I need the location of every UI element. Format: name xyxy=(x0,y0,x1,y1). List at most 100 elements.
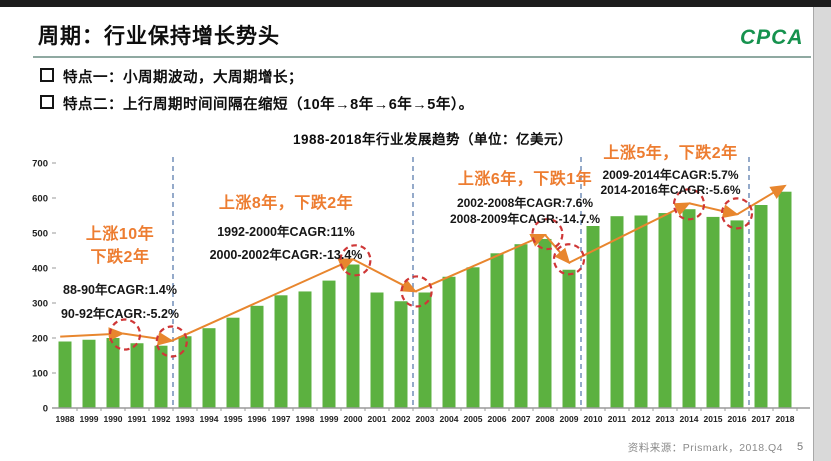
trend-segment xyxy=(352,258,418,293)
cagr-up: 1992-2000年CAGR:11% xyxy=(217,224,355,239)
chart-bar xyxy=(658,213,672,408)
source-note: 资料来源：Prismark，2018.Q4 xyxy=(627,442,783,454)
bullet-item-1: 特点一：小周期波动，大周期增长； xyxy=(40,66,303,87)
page-number: 5 xyxy=(797,441,804,453)
x-axis-label: 2011 xyxy=(608,414,627,424)
chart-bar xyxy=(466,267,480,408)
y-axis-label: 600 xyxy=(32,194,48,205)
bullet-text: 特点一：小周期波动，大周期增长； xyxy=(63,70,303,86)
x-axis-label: 2018 xyxy=(776,414,795,424)
x-axis-label: 1999 xyxy=(80,414,99,424)
bullet-text: 特点二：上行周期时间间隔在缩短（10年→8年→6年→5年）。 xyxy=(63,97,474,113)
cycle-circle xyxy=(720,197,754,230)
x-axis-label: 2000 xyxy=(344,414,363,424)
x-axis-label: 1990 xyxy=(104,414,123,424)
cagr-down: 2014-2016年CAGR:-5.6% xyxy=(600,183,741,198)
x-axis-label: 2008 xyxy=(536,414,555,424)
x-axis-label: 2012 xyxy=(632,414,651,424)
chart-bar xyxy=(202,328,216,408)
chart-bar xyxy=(610,216,624,408)
cycle-circle xyxy=(108,318,142,351)
y-axis-label: 500 xyxy=(32,229,48,240)
cycle-circle xyxy=(339,244,372,277)
x-axis-label: 1991 xyxy=(128,414,147,424)
x-axis-label: 1996 xyxy=(248,414,267,424)
x-axis-label: 2002 xyxy=(392,414,411,424)
chart-bar xyxy=(514,244,528,408)
annotation-cycle-1: 上涨10年 下跌2年 88-90年CAGR:1.4% 90-92年CAGR:-5… xyxy=(55,224,185,326)
chart-bar xyxy=(370,292,384,408)
top-border-bar xyxy=(0,0,831,7)
x-axis-label: 2009 xyxy=(560,414,579,424)
x-axis-label: 1988 xyxy=(56,414,75,424)
trend-segment xyxy=(171,258,355,342)
cagr-down: 90-92年CAGR:-5.2% xyxy=(60,307,180,322)
chart-bar xyxy=(226,317,240,408)
x-axis-label: 2006 xyxy=(488,414,507,424)
x-axis-label: 1992 xyxy=(152,414,171,424)
cagr-down: 2000-2002年CAGR:-13.4% xyxy=(209,247,363,262)
page-title: 周期：行业保持增长势头 xyxy=(38,25,280,48)
chart-bar xyxy=(730,220,744,408)
x-axis-label: 2010 xyxy=(584,414,603,424)
chart-bar xyxy=(754,205,768,408)
trend-segment xyxy=(736,184,787,216)
chart-bar xyxy=(58,341,72,408)
x-axis-label: 2017 xyxy=(752,414,771,424)
chart-bar xyxy=(634,215,648,408)
chart-bar xyxy=(154,345,168,408)
x-axis-label: 2013 xyxy=(656,414,675,424)
y-axis-label: 100 xyxy=(32,369,48,380)
square-bullet-icon xyxy=(40,95,54,109)
x-axis-label: 1999 xyxy=(320,414,339,424)
cycle-circle xyxy=(531,217,564,251)
cagr-up: 2009-2014年CAGR:5.7% xyxy=(602,167,739,182)
x-axis-label: 1998 xyxy=(296,414,315,424)
cpca-logo: CPCA xyxy=(740,26,804,49)
annotation-cycle-2: 上涨8年，下跌2年 1992-2000年CAGR:11% 2000-2002年C… xyxy=(196,193,376,267)
y-axis-label: 300 xyxy=(32,299,48,310)
trend-segment xyxy=(122,331,174,346)
x-axis-label: 2014 xyxy=(680,414,699,424)
x-axis-label: 2015 xyxy=(704,414,723,424)
cycle-circle xyxy=(672,188,706,221)
trend-segment xyxy=(414,233,547,293)
chart-bar xyxy=(778,191,792,408)
cycle-headline: 上涨10年 xyxy=(85,226,155,243)
chart-title: 1988-2018年行业发展趋势（单位：亿美元） xyxy=(292,132,573,147)
x-axis-label: 2016 xyxy=(728,414,747,424)
x-axis-label: 2007 xyxy=(512,414,531,424)
annotation-cycle-3: 上涨6年，下跌1年 2002-2008年CAGR:7.6% 2008-2009年… xyxy=(425,169,625,227)
chart-bar xyxy=(682,209,696,408)
chart-bar xyxy=(706,216,720,408)
chart-bar xyxy=(130,343,144,408)
chart-bar xyxy=(298,291,312,408)
chart-bar xyxy=(490,253,504,408)
chart-bar xyxy=(586,226,600,408)
x-axis-label: 1993 xyxy=(176,414,195,424)
cagr-up: 2002-2008年CAGR:7.6% xyxy=(456,195,594,210)
chart-bar xyxy=(178,336,192,408)
chart-bar xyxy=(394,301,408,408)
chart-bar xyxy=(346,264,360,408)
title-divider xyxy=(33,56,811,58)
cycle-headline-line2: 下跌2年 xyxy=(90,248,150,266)
cycle-headline: 上涨6年，下跌1年 xyxy=(457,171,593,188)
chart-bar xyxy=(442,276,456,408)
cagr-up: 88-90年CAGR:1.4% xyxy=(63,283,177,298)
right-side-strip xyxy=(813,7,831,461)
x-axis-label: 2005 xyxy=(464,414,483,424)
chart-bar xyxy=(538,238,552,408)
chart-bar xyxy=(418,292,432,408)
y-axis-label: 200 xyxy=(32,334,48,345)
y-axis-label: 400 xyxy=(32,264,48,275)
chart-bar xyxy=(274,295,288,408)
annotation-cycle-4: 上涨5年，下跌2年 2009-2014年CAGR:5.7% 2014-2016年… xyxy=(588,143,753,199)
x-axis-label: 1995 xyxy=(224,414,243,424)
chart-bar xyxy=(322,280,336,408)
cycle-circle xyxy=(400,275,433,308)
chart-bar xyxy=(250,305,264,408)
chart-bar xyxy=(106,338,120,408)
bullet-item-2: 特点二：上行周期时间间隔在缩短（10年→8年→6年→5年）。 xyxy=(40,93,474,114)
